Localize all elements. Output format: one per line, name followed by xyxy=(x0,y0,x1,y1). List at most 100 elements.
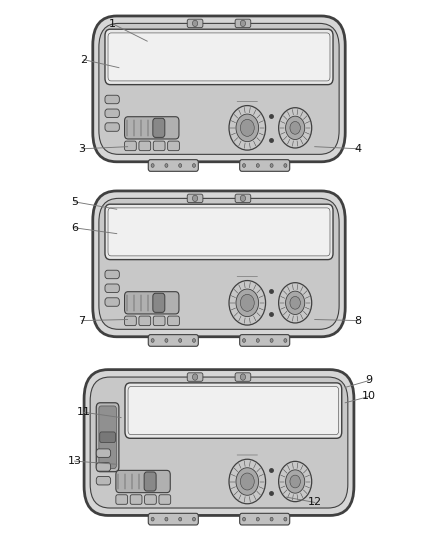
FancyBboxPatch shape xyxy=(108,208,330,256)
Circle shape xyxy=(290,475,300,488)
Text: 13: 13 xyxy=(67,456,81,466)
Text: 9: 9 xyxy=(366,375,373,385)
Circle shape xyxy=(286,470,305,493)
FancyBboxPatch shape xyxy=(116,495,127,504)
Circle shape xyxy=(240,473,254,490)
FancyBboxPatch shape xyxy=(153,293,165,312)
Circle shape xyxy=(240,119,254,136)
Text: 6: 6 xyxy=(71,223,78,233)
Circle shape xyxy=(284,518,287,521)
Circle shape xyxy=(243,518,246,521)
FancyBboxPatch shape xyxy=(187,19,203,28)
FancyBboxPatch shape xyxy=(168,141,180,151)
Circle shape xyxy=(192,195,198,201)
FancyBboxPatch shape xyxy=(105,204,333,260)
FancyBboxPatch shape xyxy=(139,316,151,326)
Circle shape xyxy=(151,338,154,342)
Circle shape xyxy=(165,338,168,342)
FancyBboxPatch shape xyxy=(100,432,116,442)
Text: 3: 3 xyxy=(78,144,85,154)
FancyBboxPatch shape xyxy=(240,335,290,346)
Circle shape xyxy=(192,20,198,27)
Circle shape xyxy=(229,106,265,150)
FancyBboxPatch shape xyxy=(168,316,180,326)
Text: 8: 8 xyxy=(355,316,362,326)
Circle shape xyxy=(286,116,305,140)
Circle shape xyxy=(240,294,254,311)
Circle shape xyxy=(270,164,273,167)
Circle shape xyxy=(279,108,312,148)
Text: 1: 1 xyxy=(109,19,116,29)
FancyBboxPatch shape xyxy=(130,495,142,504)
Circle shape xyxy=(243,164,246,167)
FancyBboxPatch shape xyxy=(105,284,119,293)
Text: 12: 12 xyxy=(307,497,322,507)
Circle shape xyxy=(256,518,259,521)
FancyBboxPatch shape xyxy=(148,160,198,171)
FancyBboxPatch shape xyxy=(187,373,203,381)
Text: 11: 11 xyxy=(77,407,91,417)
FancyBboxPatch shape xyxy=(116,470,170,492)
Text: 2: 2 xyxy=(81,55,88,64)
FancyBboxPatch shape xyxy=(99,198,339,329)
Circle shape xyxy=(192,338,195,342)
Text: 4: 4 xyxy=(355,144,362,154)
Circle shape xyxy=(192,164,195,167)
Circle shape xyxy=(165,518,168,521)
FancyBboxPatch shape xyxy=(240,160,290,171)
FancyBboxPatch shape xyxy=(124,292,179,314)
Circle shape xyxy=(256,338,259,342)
FancyBboxPatch shape xyxy=(125,383,342,438)
Circle shape xyxy=(240,195,246,201)
Circle shape xyxy=(236,114,258,142)
FancyBboxPatch shape xyxy=(153,118,165,138)
FancyBboxPatch shape xyxy=(124,117,179,139)
Circle shape xyxy=(165,164,168,167)
Circle shape xyxy=(286,291,305,314)
Circle shape xyxy=(151,518,154,521)
FancyBboxPatch shape xyxy=(145,495,156,504)
FancyBboxPatch shape xyxy=(159,495,171,504)
Circle shape xyxy=(192,374,198,380)
FancyBboxPatch shape xyxy=(90,377,348,508)
Circle shape xyxy=(284,338,287,342)
FancyBboxPatch shape xyxy=(235,194,251,203)
Circle shape xyxy=(270,518,273,521)
Circle shape xyxy=(229,459,265,504)
Circle shape xyxy=(240,374,246,380)
Circle shape xyxy=(243,338,246,342)
FancyBboxPatch shape xyxy=(105,109,119,117)
FancyBboxPatch shape xyxy=(99,406,116,469)
Text: 10: 10 xyxy=(362,391,376,401)
FancyBboxPatch shape xyxy=(96,463,111,471)
FancyBboxPatch shape xyxy=(105,270,119,279)
FancyBboxPatch shape xyxy=(139,141,151,151)
FancyBboxPatch shape xyxy=(105,95,119,104)
Circle shape xyxy=(290,122,300,134)
FancyBboxPatch shape xyxy=(105,123,119,131)
Circle shape xyxy=(279,462,312,502)
FancyBboxPatch shape xyxy=(105,298,119,306)
Circle shape xyxy=(179,338,182,342)
Text: 7: 7 xyxy=(78,316,85,326)
Circle shape xyxy=(256,164,259,167)
FancyBboxPatch shape xyxy=(93,16,345,162)
Circle shape xyxy=(270,338,273,342)
FancyBboxPatch shape xyxy=(108,33,330,81)
FancyBboxPatch shape xyxy=(153,316,165,326)
FancyBboxPatch shape xyxy=(96,449,111,457)
Circle shape xyxy=(290,296,300,309)
FancyBboxPatch shape xyxy=(187,194,203,203)
Circle shape xyxy=(279,282,312,323)
FancyBboxPatch shape xyxy=(93,191,345,337)
Text: 5: 5 xyxy=(71,197,78,207)
FancyBboxPatch shape xyxy=(124,316,136,326)
Circle shape xyxy=(179,164,182,167)
FancyBboxPatch shape xyxy=(235,19,251,28)
Circle shape xyxy=(284,164,287,167)
FancyBboxPatch shape xyxy=(240,513,290,525)
FancyBboxPatch shape xyxy=(96,477,111,485)
FancyBboxPatch shape xyxy=(124,141,136,151)
Circle shape xyxy=(151,164,154,167)
FancyBboxPatch shape xyxy=(148,513,198,525)
